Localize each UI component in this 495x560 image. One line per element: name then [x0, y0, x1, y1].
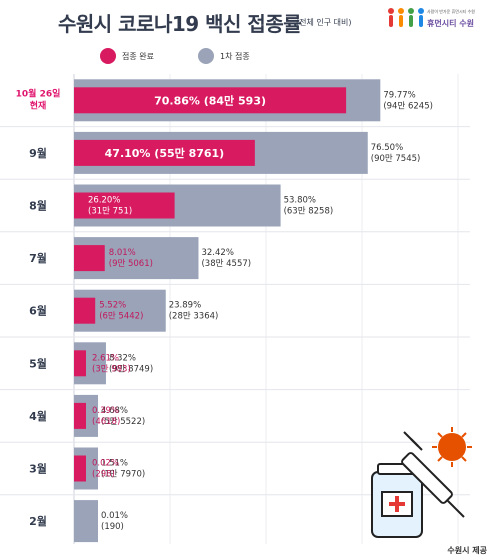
row-label: 7월: [29, 251, 47, 265]
complete-value-label: 0.39% (4618): [92, 406, 120, 427]
legend-label-first-dose: 1차 접종: [220, 51, 250, 61]
row-label: 4월: [29, 409, 47, 423]
legend-swatch-complete: [100, 48, 116, 64]
first-dose-bar: [74, 500, 98, 543]
complete-bar: [74, 455, 86, 482]
first-dose-value-label: 76.50% (90만 7545): [371, 143, 421, 164]
first-dose-value-label: 4.68% (5만 5522): [101, 406, 145, 427]
row-label: 9월: [29, 146, 47, 160]
chart-header: 수원시 코로나19 백신 접종률 (전체 인구 대비) 사람이 반가운 휴먼시티…: [0, 0, 495, 85]
logo-tagline: 사람이 반가운 휴먼시티 수원: [427, 9, 475, 14]
first-dose-value-label: 0.01% (190): [101, 511, 128, 532]
source-note: 수원시 제공: [447, 546, 487, 555]
complete-value-label: 5.52% (6만 5442): [99, 301, 143, 322]
legend-item-complete: 접종 완료: [100, 48, 154, 64]
complete-bar: [74, 192, 175, 219]
legend-label-complete: 접종 완료: [122, 51, 154, 61]
first-dose-value-label: 8.32% (9만 8749): [109, 353, 153, 374]
logo-text: 휴먼시티 수원: [427, 19, 474, 28]
complete-bar: [74, 350, 86, 377]
vaccine-syringe-illustration: [371, 427, 472, 538]
human-city-logo-icon: [388, 8, 424, 27]
first-dose-value-label: 79.77% (94만 6245): [383, 90, 433, 111]
complete-value-label: 47.10% (55만 8761): [105, 146, 225, 160]
first-dose-value-label: 32.42% (38만 4557): [201, 248, 251, 269]
row-label: 8월: [29, 199, 47, 213]
legend-swatch-first-dose: [198, 48, 214, 64]
row-label: 2월: [29, 514, 47, 528]
row-label: 6월: [29, 304, 47, 318]
row-label: 10월 26일 현재: [16, 87, 61, 111]
first-dose-value-label: 23.89% (28만 3364): [169, 301, 219, 322]
row-label: 5월: [29, 356, 47, 370]
first-dose-value-label: 53.80% (63만 8258): [284, 196, 334, 217]
complete-bar: [74, 402, 86, 429]
vaccination-bar-chart: 10월 26일 현재 79.77% (94만 6245) 70.86% (84만 593…: [0, 74, 470, 544]
complete-value-label: 2.61% (3만 983): [92, 353, 131, 374]
complete-bar: [74, 87, 347, 114]
complete-value-label: 8.01% (9만 5061): [109, 248, 153, 269]
complete-value-label: 26.20% (31만 751): [88, 196, 132, 217]
complete-value-label: 0.02% (298): [92, 459, 119, 480]
complete-bar: [74, 139, 255, 166]
chart-title: 수원시 코로나19 백신 접종률: [58, 12, 302, 36]
complete-bar: [74, 297, 96, 324]
chart-subtitle: (전체 인구 대비): [296, 18, 352, 27]
first-dose-value-label: 1.51% (1만 7970): [101, 459, 145, 480]
legend-item-first-dose: 1차 접종: [198, 48, 250, 64]
complete-value-label: 70.86% (84만 593): [154, 93, 266, 107]
complete-bar: [74, 245, 105, 272]
row-label: 3월: [29, 462, 47, 476]
